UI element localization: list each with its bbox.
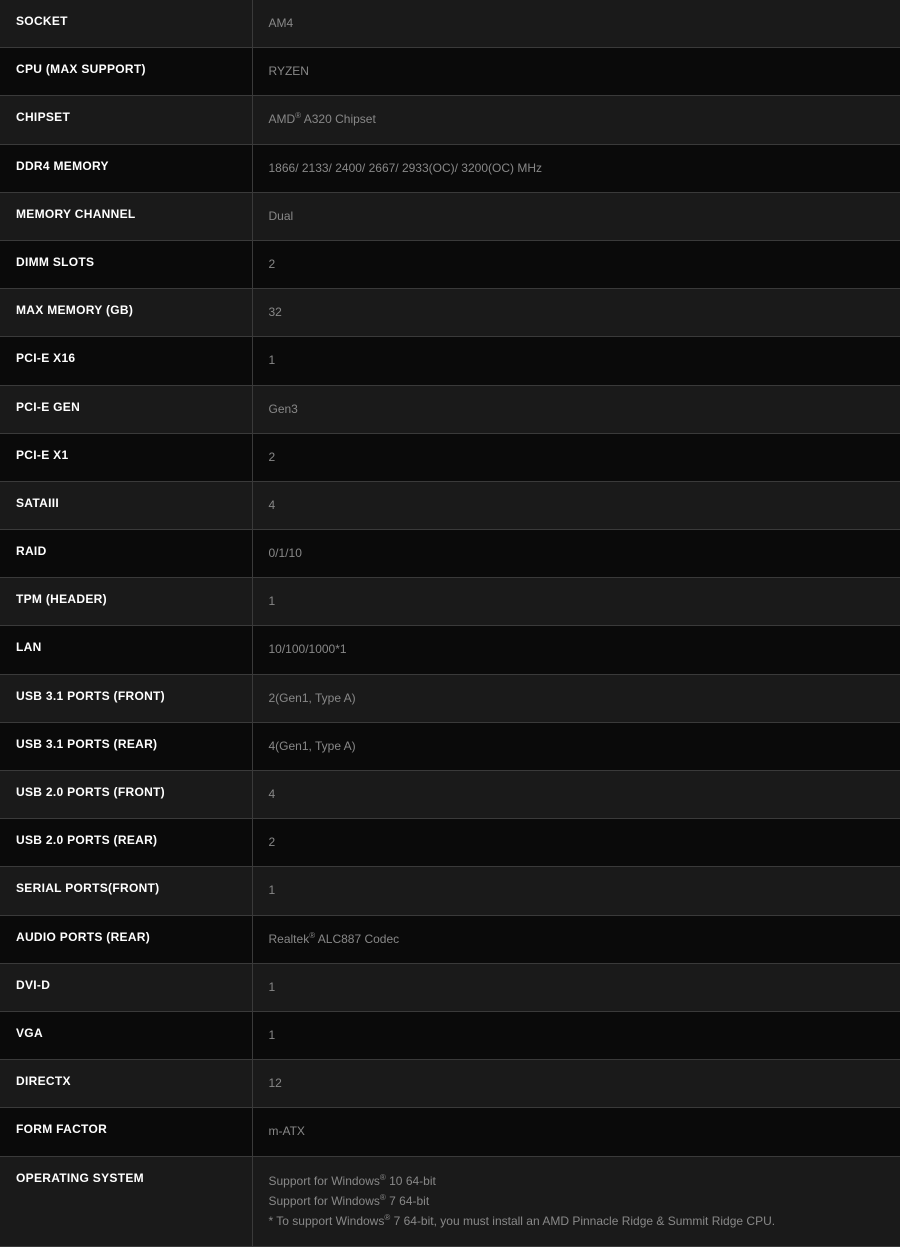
spec-label: PCI-E X16 xyxy=(0,337,252,385)
spec-row: PCI-E X12 xyxy=(0,433,900,481)
spec-row: SATAIII4 xyxy=(0,481,900,529)
spec-value: 1 xyxy=(252,1011,900,1059)
spec-value: Gen3 xyxy=(252,385,900,433)
spec-value: 4 xyxy=(252,771,900,819)
spec-label: SATAIII xyxy=(0,481,252,529)
spec-value: 1 xyxy=(252,578,900,626)
spec-value: RYZEN xyxy=(252,48,900,96)
spec-value: AMD® A320 Chipset xyxy=(252,96,900,144)
spec-label: USB 2.0 PORTS (REAR) xyxy=(0,819,252,867)
spec-label: USB 2.0 PORTS (FRONT) xyxy=(0,771,252,819)
spec-label: DDR4 MEMORY xyxy=(0,144,252,192)
spec-row: USB 3.1 PORTS (REAR)4(Gen1, Type A) xyxy=(0,722,900,770)
spec-value: 2 xyxy=(252,819,900,867)
spec-label: MAX MEMORY (GB) xyxy=(0,289,252,337)
spec-row: TPM (HEADER)1 xyxy=(0,578,900,626)
spec-label: VGA xyxy=(0,1011,252,1059)
spec-value: 2 xyxy=(252,433,900,481)
spec-value: 1 xyxy=(252,867,900,915)
spec-value: Dual xyxy=(252,192,900,240)
spec-label: PCI-E X1 xyxy=(0,433,252,481)
spec-label: AUDIO PORTS (REAR) xyxy=(0,915,252,963)
spec-row: SOCKETAM4 xyxy=(0,0,900,48)
spec-value: 2 xyxy=(252,240,900,288)
spec-value: 12 xyxy=(252,1060,900,1108)
spec-label: SOCKET xyxy=(0,0,252,48)
spec-label: USB 3.1 PORTS (REAR) xyxy=(0,722,252,770)
spec-row: OPERATING SYSTEMSupport for Windows® 10 … xyxy=(0,1156,900,1246)
spec-row: CPU (MAX SUPPORT)RYZEN xyxy=(0,48,900,96)
spec-label: DIMM SLOTS xyxy=(0,240,252,288)
spec-value: 10/100/1000*1 xyxy=(252,626,900,674)
spec-value: 4 xyxy=(252,481,900,529)
spec-row: PCI-E GENGen3 xyxy=(0,385,900,433)
spec-label: SERIAL PORTS(FRONT) xyxy=(0,867,252,915)
specs-table: SOCKETAM4CPU (MAX SUPPORT)RYZENCHIPSETAM… xyxy=(0,0,900,1247)
spec-row: CHIPSETAMD® A320 Chipset xyxy=(0,96,900,144)
spec-row: SERIAL PORTS(FRONT)1 xyxy=(0,867,900,915)
spec-value: 1866/ 2133/ 2400/ 2667/ 2933(OC)/ 3200(O… xyxy=(252,144,900,192)
spec-row: AUDIO PORTS (REAR)Realtek® ALC887 Codec xyxy=(0,915,900,963)
spec-row: DDR4 MEMORY1866/ 2133/ 2400/ 2667/ 2933(… xyxy=(0,144,900,192)
spec-value: AM4 xyxy=(252,0,900,48)
spec-label: CPU (MAX SUPPORT) xyxy=(0,48,252,96)
spec-row: DIRECTX12 xyxy=(0,1060,900,1108)
spec-label: MEMORY CHANNEL xyxy=(0,192,252,240)
spec-row: LAN10/100/1000*1 xyxy=(0,626,900,674)
spec-value: 4(Gen1, Type A) xyxy=(252,722,900,770)
specs-table-body: SOCKETAM4CPU (MAX SUPPORT)RYZENCHIPSETAM… xyxy=(0,0,900,1246)
spec-row: DIMM SLOTS2 xyxy=(0,240,900,288)
spec-label: OPERATING SYSTEM xyxy=(0,1156,252,1246)
spec-row: FORM FACTORm-ATX xyxy=(0,1108,900,1156)
spec-row: USB 3.1 PORTS (FRONT)2(Gen1, Type A) xyxy=(0,674,900,722)
spec-row: DVI-D1 xyxy=(0,963,900,1011)
spec-row: MAX MEMORY (GB)32 xyxy=(0,289,900,337)
spec-label: DIRECTX xyxy=(0,1060,252,1108)
spec-row: VGA1 xyxy=(0,1011,900,1059)
spec-label: RAID xyxy=(0,530,252,578)
spec-value: m-ATX xyxy=(252,1108,900,1156)
spec-label: LAN xyxy=(0,626,252,674)
spec-label: PCI-E GEN xyxy=(0,385,252,433)
spec-label: FORM FACTOR xyxy=(0,1108,252,1156)
spec-label: TPM (HEADER) xyxy=(0,578,252,626)
spec-value: 1 xyxy=(252,963,900,1011)
spec-value: Support for Windows® 10 64-bitSupport fo… xyxy=(252,1156,900,1246)
spec-value: 0/1/10 xyxy=(252,530,900,578)
spec-value: 2(Gen1, Type A) xyxy=(252,674,900,722)
spec-label: USB 3.1 PORTS (FRONT) xyxy=(0,674,252,722)
spec-value: 1 xyxy=(252,337,900,385)
spec-row: USB 2.0 PORTS (REAR)2 xyxy=(0,819,900,867)
spec-row: PCI-E X161 xyxy=(0,337,900,385)
spec-value: 32 xyxy=(252,289,900,337)
spec-row: USB 2.0 PORTS (FRONT)4 xyxy=(0,771,900,819)
spec-row: RAID0/1/10 xyxy=(0,530,900,578)
spec-value: Realtek® ALC887 Codec xyxy=(252,915,900,963)
spec-label: CHIPSET xyxy=(0,96,252,144)
spec-row: MEMORY CHANNELDual xyxy=(0,192,900,240)
spec-label: DVI-D xyxy=(0,963,252,1011)
